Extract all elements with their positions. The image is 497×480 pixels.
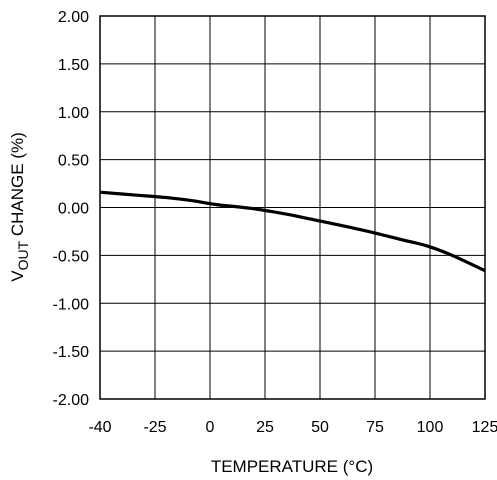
y-tick-label: 2.00 [58,9,89,26]
y-tick-label: 1.00 [58,105,89,122]
x-tick-label: 125 [472,419,497,436]
x-tick-label: 75 [366,419,384,436]
chart-grid [100,16,485,399]
series-layer [99,190,486,273]
y-tick-label: -0.50 [53,248,90,265]
y-axis-label-rest: CHANGE (%) [8,132,27,241]
x-tick-label: -25 [143,419,166,436]
y-tick-label: -1.50 [53,344,90,361]
x-tick-label: 0 [206,419,215,436]
y-axis-label-main: V [8,270,27,282]
x-axis-label: TEMPERATURE (°C) [211,457,373,476]
y-axis-label: VOUT CHANGE (%) [8,132,31,282]
plot-frame [99,15,486,400]
y-axis-label-subscript: OUT [15,240,31,270]
y-tick-label: 0.50 [58,153,89,170]
y-tick-label: -2.00 [53,392,90,409]
y-tick-label: -1.00 [53,296,90,313]
series-line [99,190,486,273]
x-tick-label: -40 [88,419,111,436]
y-tick-label: 0.00 [58,201,89,218]
y-tick-label: 1.50 [58,57,89,74]
x-tick-labels: -40 -25 0 25 50 75 100 125 [88,419,497,436]
y-tick-labels: 2.00 1.50 1.00 0.50 0.00 -0.50 -1.00 -1.50 -2.00 [53,9,90,409]
x-tick-label: 25 [256,419,274,436]
x-tick-label: 100 [417,419,444,436]
x-tick-label: 50 [311,419,329,436]
